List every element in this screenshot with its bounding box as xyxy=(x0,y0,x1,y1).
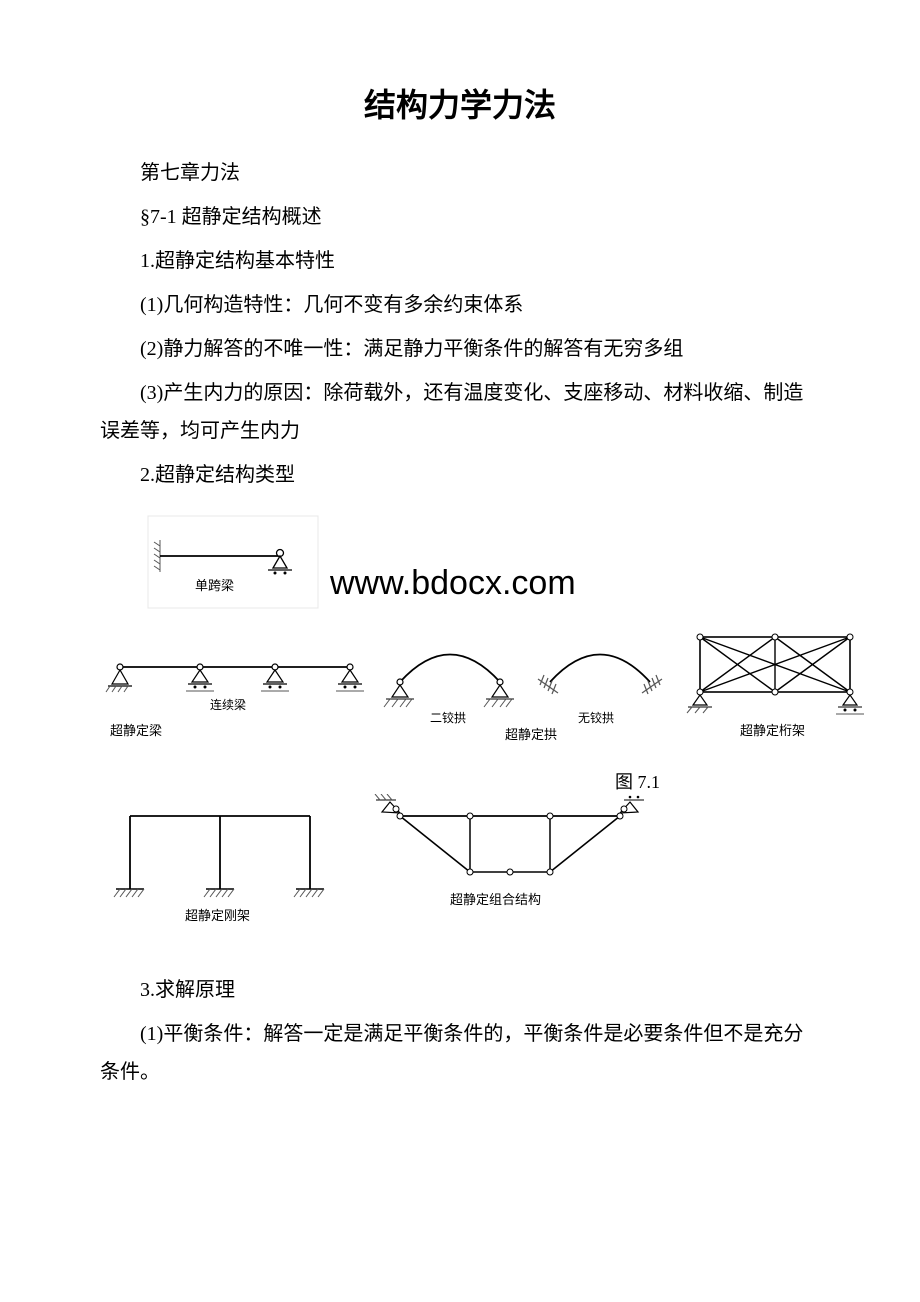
label-indet-beam: 超静定梁 xyxy=(110,723,162,738)
continuous-beam-diagram: 连续梁 超静定梁 xyxy=(106,664,364,738)
no-hinge-arch-diagram: 无铰拱 超静定拱 xyxy=(505,655,662,743)
chapter-line: 第七章力法 xyxy=(100,154,820,192)
label-indet-truss: 超静定桁架 xyxy=(740,723,805,738)
figure-caption: 图 7.1 xyxy=(100,768,820,794)
item-3-1: (1)平衡条件：解答一定是满足平衡条件的，平衡条件是必要条件但不是充分条件。 xyxy=(100,1015,820,1091)
label-indet-frame: 超静定刚架 xyxy=(185,908,250,923)
heading-1: 1.超静定结构基本特性 xyxy=(100,242,820,280)
label-indet-arch: 超静定拱 xyxy=(505,727,557,742)
item-1-2: (2)静力解答的不唯一性：满足静力平衡条件的解答有无穷多组 xyxy=(100,330,820,368)
label-two-hinge-arch: 二铰拱 xyxy=(430,710,466,725)
rigid-frame-diagram: 超静定刚架 xyxy=(114,816,324,923)
diagram-row-3: 超静定刚架 xyxy=(100,794,720,944)
section-line: §7-1 超静定结构概述 xyxy=(100,198,820,236)
heading-3: 3.求解原理 xyxy=(100,971,820,1009)
two-hinge-arch-diagram: 二铰拱 xyxy=(384,655,514,726)
figure-7-1: 单跨梁 www.bdocx.com xyxy=(100,512,820,949)
composite-diagram: 超静定组合结构 xyxy=(375,794,644,907)
truss-diagram: 超静定桁架 xyxy=(687,634,864,738)
label-single-span: 单跨梁 xyxy=(195,578,234,593)
item-1-3: (3)产生内力的原因：除荷载外，还有温度变化、支座移动、材料收缩、制造误差等，均… xyxy=(100,374,820,450)
diagram-single-span: 单跨梁 www.bdocx.com xyxy=(100,512,820,622)
label-indet-composite: 超静定组合结构 xyxy=(450,892,541,907)
diagram-row-2: 连续梁 超静定梁 二铰拱 xyxy=(100,627,880,757)
heading-2: 2.超静定结构类型 xyxy=(100,456,820,494)
watermark-text: www.bdocx.com xyxy=(329,564,576,602)
label-no-hinge-arch: 无铰拱 xyxy=(578,710,614,725)
page-title: 结构力学力法 xyxy=(100,80,820,126)
item-1-1: (1)几何构造特性：几何不变有多余约束体系 xyxy=(100,286,820,324)
label-continuous: 连续梁 xyxy=(210,697,246,712)
